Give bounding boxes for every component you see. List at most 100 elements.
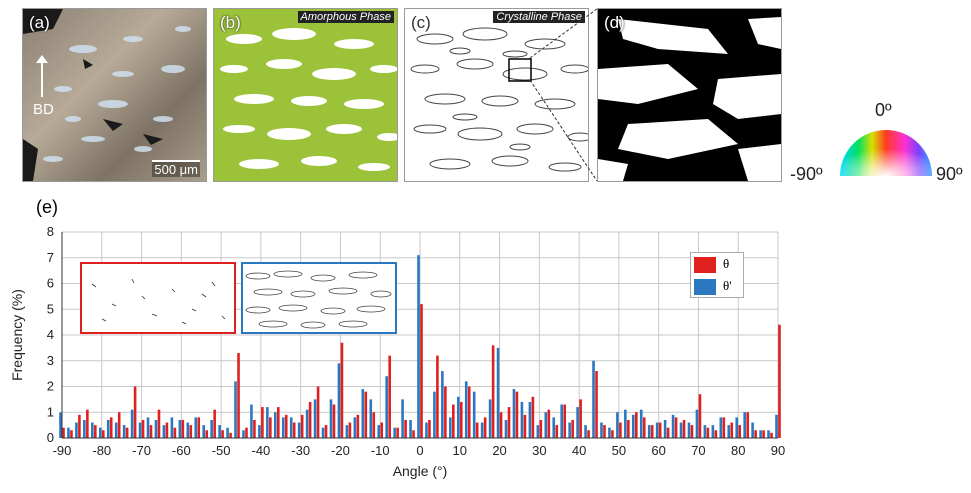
- bar-theta-prime: [735, 417, 739, 438]
- x-tick-label: -50: [212, 443, 231, 458]
- wheel-label-left: -90º: [790, 164, 823, 184]
- x-tick-label: -10: [371, 443, 390, 458]
- bar-theta: [627, 419, 630, 438]
- bar-theta-prime: [441, 371, 444, 438]
- bar-theta-prime: [528, 401, 532, 438]
- bar-theta-prime: [234, 381, 237, 438]
- bar-theta: [642, 417, 646, 438]
- y-tick-label: 6: [47, 276, 54, 291]
- x-tick-label: 30: [532, 443, 546, 458]
- bar-theta: [70, 430, 73, 438]
- y-tick-label: 1: [47, 404, 54, 419]
- bar-theta: [420, 304, 423, 438]
- x-tick-label: 50: [612, 443, 626, 458]
- bar-theta: [340, 342, 344, 438]
- bar-theta: [619, 422, 622, 438]
- bar-theta-prime: [385, 376, 388, 438]
- y-tick-label: 5: [47, 301, 54, 316]
- bar-theta-prime: [767, 430, 770, 438]
- panel-c-label: (c): [411, 13, 431, 32]
- inset-theta-prime-texture: [245, 270, 392, 329]
- bar-theta: [635, 412, 638, 438]
- bar-theta: [245, 427, 248, 438]
- bar-theta: [78, 414, 81, 438]
- bar-theta-prime: [114, 422, 118, 438]
- y-tick-label: 8: [47, 224, 54, 239]
- bar-theta: [515, 391, 519, 438]
- bar-theta: [444, 386, 447, 438]
- bar-theta: [316, 386, 320, 438]
- bar-theta: [650, 425, 654, 438]
- bar-theta-prime: [162, 425, 166, 438]
- bar-theta-prime: [313, 399, 317, 438]
- bar-theta: [459, 401, 463, 438]
- bar-theta-prime: [608, 427, 611, 438]
- bar-theta: [531, 396, 535, 438]
- bar-theta: [555, 425, 559, 438]
- x-tick-label: -20: [331, 443, 350, 458]
- bar-theta: [292, 422, 296, 438]
- bar-theta: [539, 419, 543, 438]
- zoomed-binary-map: [598, 9, 781, 181]
- bar-theta-prime: [568, 422, 571, 438]
- bar-theta-prime: [480, 422, 484, 438]
- bar-theta-prime: [655, 422, 659, 438]
- bar-theta: [690, 425, 694, 438]
- y-tick-label: 3: [47, 353, 54, 368]
- legend-swatch-theta: [694, 257, 716, 273]
- panel-d-label: (d): [604, 13, 625, 32]
- bar-theta: [452, 404, 455, 438]
- bar-theta: [436, 355, 439, 438]
- legend-label-theta-prime: θ': [723, 278, 732, 293]
- bar-theta-prime: [130, 409, 134, 438]
- bar-theta: [746, 412, 749, 438]
- bar-theta: [221, 430, 224, 438]
- bar-theta-prime: [544, 412, 548, 438]
- bar-theta: [94, 425, 97, 438]
- bar-theta: [141, 419, 145, 438]
- bar-theta-prime: [584, 425, 587, 438]
- bar-theta-prime: [425, 422, 428, 438]
- orientation-color-wheel: [840, 130, 932, 176]
- bar-theta-prime: [472, 391, 476, 438]
- panel-b-label: (b): [220, 13, 241, 32]
- bar-theta-prime: [250, 404, 253, 438]
- bar-theta-prime: [178, 419, 182, 438]
- bar-theta: [213, 409, 216, 438]
- bar-theta-prime: [329, 399, 333, 438]
- bar-theta-prime: [75, 422, 78, 438]
- bar-theta-prime: [353, 417, 357, 438]
- bar-theta-prime: [663, 419, 667, 438]
- bar-theta-prime: [759, 430, 762, 438]
- bar-theta: [117, 412, 121, 438]
- y-tick-label: 2: [47, 379, 54, 394]
- bar-theta: [173, 427, 177, 438]
- x-tick-label: 0: [416, 443, 423, 458]
- bar-theta-prime: [687, 422, 691, 438]
- bar-theta: [595, 371, 598, 438]
- bar-theta-prime: [289, 417, 293, 438]
- bar-theta-prime: [122, 425, 126, 438]
- bar-theta-prime: [592, 360, 595, 438]
- legend-item-theta: θ: [691, 255, 743, 275]
- bar-theta: [507, 407, 511, 438]
- bar-theta: [412, 430, 415, 438]
- chart-legend: θ θ': [690, 252, 744, 298]
- bar-theta: [523, 414, 527, 438]
- bar-theta: [229, 432, 232, 438]
- panel-c-title: Crystalline Phase: [493, 11, 585, 23]
- bar-theta: [762, 430, 765, 438]
- bar-theta: [308, 401, 312, 438]
- panel-a-micrograph: (a) BD 500 μm: [22, 8, 207, 182]
- bar-theta-prime: [138, 422, 142, 438]
- wheel-label-right: 90º: [936, 164, 963, 184]
- bar-theta-prime: [456, 396, 460, 438]
- micrograph-texture: [23, 9, 191, 181]
- bar-theta-prime: [679, 422, 683, 438]
- bar-theta: [284, 414, 288, 438]
- build-direction-arrow-icon: [36, 55, 48, 97]
- x-tick-label: -70: [132, 443, 151, 458]
- bar-theta-prime: [186, 422, 190, 438]
- bar-theta-prime: [242, 430, 245, 438]
- bar-theta-prime: [106, 419, 110, 438]
